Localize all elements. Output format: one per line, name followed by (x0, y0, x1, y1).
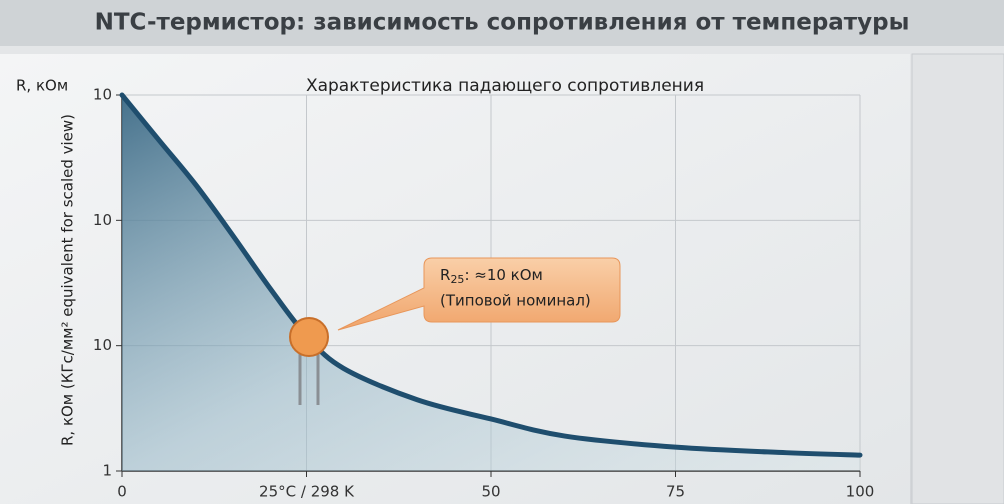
callout-box (337, 257, 621, 331)
area (122, 95, 860, 471)
callout-text: : ≈10 кОм (464, 266, 542, 284)
callout-symbol: R (440, 266, 450, 284)
y-tick-label: 10 (93, 211, 112, 229)
line (119, 92, 863, 458)
title-bar (0, 0, 1004, 46)
plot: 0 25°C / 298 K 50 75 100 10 10 10 1 (93, 86, 874, 501)
y-corner-label: R, кОм (16, 77, 68, 95)
y-tick-label: 10 (93, 86, 112, 104)
chart-subtitle: Характеристика падающего сопротивления (306, 76, 704, 96)
y-tick-label: 1 (102, 462, 112, 480)
y-axis-label: R, кОм (КГс/мм² equivalent for scaled vi… (59, 114, 77, 446)
x-tick-label: 100 (846, 483, 875, 501)
callout: R25: ≈10 кОм (Типовой номинал) (337, 257, 621, 331)
x-tick-label: 25°C / 298 K (259, 483, 355, 501)
chart-title: NTC-термистор: зависимость сопротивления… (95, 10, 910, 36)
callout-subscript: 25 (450, 273, 464, 286)
x-tick-label: 0 (117, 483, 127, 501)
callout-title: R25: ≈10 кОм (440, 266, 543, 287)
x-tick-label: 50 (481, 483, 500, 501)
thermistor-icon (289, 317, 329, 405)
callout-note: (Типовой номинал) (440, 292, 591, 310)
side-panel (911, 53, 1004, 504)
x-tick-label: 75 (666, 483, 685, 501)
y-tick-label: 10 (93, 336, 112, 354)
